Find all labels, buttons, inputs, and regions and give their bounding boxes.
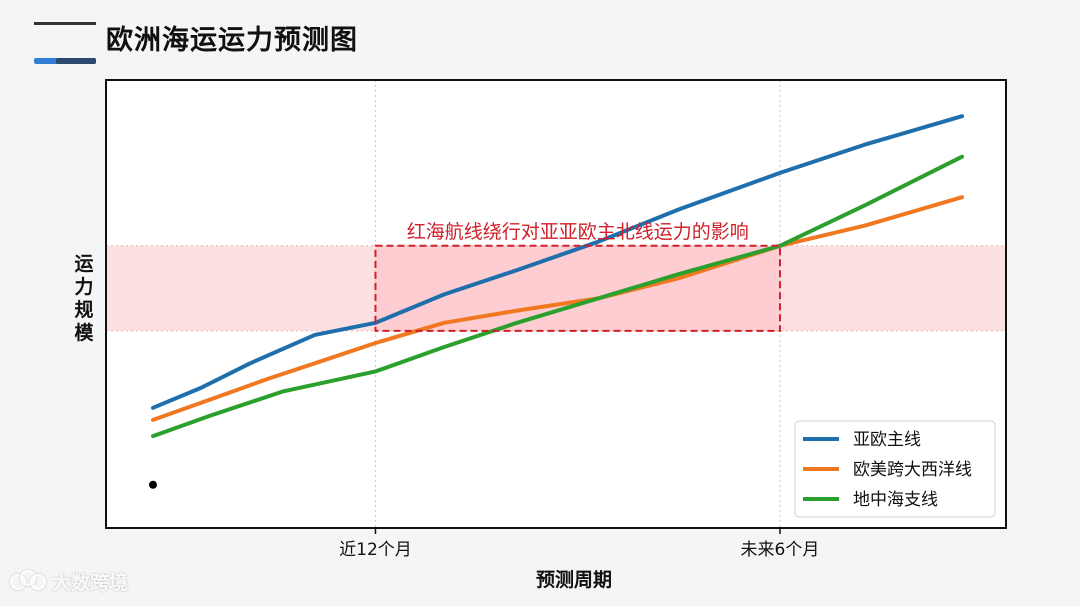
highlight-band: [107, 245, 1005, 331]
decoration-line-bottom-dark: [56, 58, 96, 64]
series-line-2: [151, 195, 964, 422]
title-decoration: [34, 22, 96, 68]
watermark-logo-icon: [10, 569, 48, 594]
watermark-text: 大数跨境: [52, 572, 129, 594]
decoration-line-top: [34, 22, 96, 25]
series-line-1: [151, 114, 964, 410]
page-title: 欧洲海运运力预测图: [106, 25, 358, 56]
legend-label-2: 欧美跨大西洋线: [853, 460, 972, 480]
watermark: 大数跨境: [10, 568, 128, 595]
x-axis-label: 预测周期: [536, 569, 612, 591]
plot-frame: [105, 79, 1007, 529]
series-line-3: [151, 154, 964, 439]
x-tick-label-1: 未来6个月: [741, 540, 820, 560]
legend-label-1: 亚欧主线: [853, 430, 921, 450]
y-axis-label: 运力规模: [74, 253, 94, 344]
annotation-fill: [375, 245, 780, 331]
legend-box: [794, 420, 996, 518]
marker-point: [149, 480, 157, 489]
annotation-box: [374, 244, 781, 332]
legend-label-3: 地中海支线: [853, 490, 938, 510]
annotation-label: 红海航线绕行对亚亚欧主北线运力的影响: [407, 221, 749, 243]
x-tick-label-0: 近12个月: [339, 540, 412, 560]
